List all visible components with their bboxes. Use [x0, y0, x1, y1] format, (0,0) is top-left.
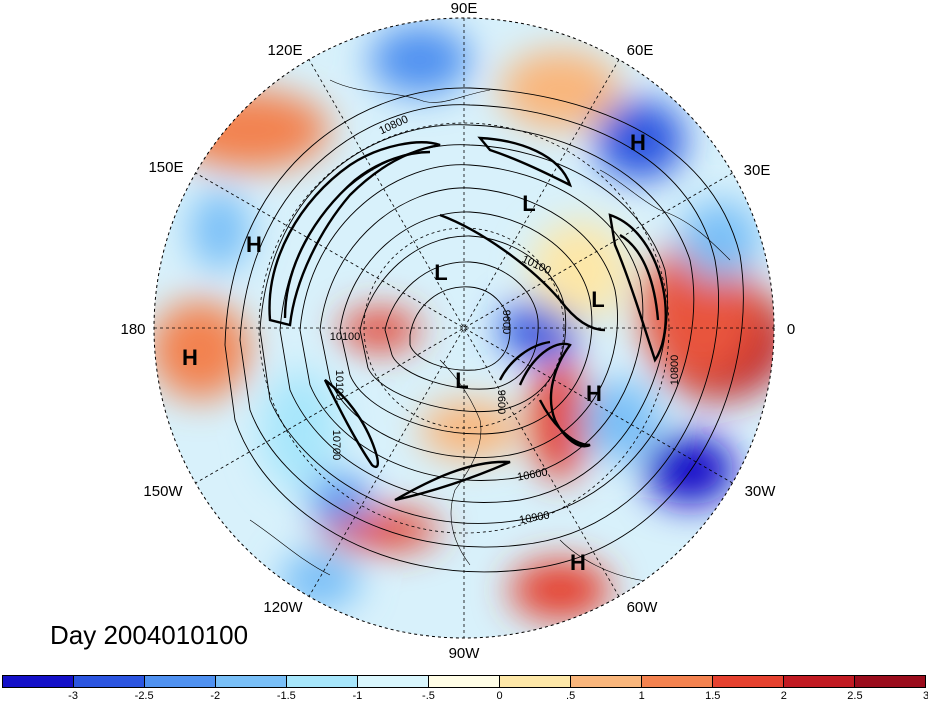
- colorbar-tick-label: 3: [922, 690, 928, 702]
- colorbar-tick-label: -2: [210, 690, 221, 702]
- high-center: H: [586, 381, 602, 406]
- lon-label-0: 0: [787, 321, 795, 338]
- colorbar-tick-label: 1.5: [705, 690, 721, 702]
- colorbar-segment: [713, 676, 784, 687]
- lon-label-150e: 150E: [148, 159, 183, 176]
- map-title: Day 2004010100: [50, 620, 249, 650]
- lon-label-150w: 150W: [143, 483, 183, 500]
- contour-label: 10600: [516, 466, 548, 483]
- colorbar-tick-label: -1: [352, 690, 363, 702]
- lon-label-180: 180: [120, 321, 145, 338]
- lon-label-120e: 120E: [267, 42, 302, 59]
- colorbar-segment: [500, 676, 571, 687]
- colorbar-segment: [358, 676, 429, 687]
- colorbar-segment: [571, 676, 642, 687]
- colorbar-tick-label: 1: [638, 690, 645, 702]
- colorbar-tick-label: -3: [68, 690, 78, 702]
- longitude-labels: 90E 60E 30E 0 30W 60W 90W 120W 150W 180 …: [120, 0, 795, 662]
- colorbar-labels: -3 -2.5 -2 -1.5 -1 -.5 0 .5 1 1.5 2 2.5 3: [2, 690, 928, 702]
- map-boundary: [153, 17, 775, 639]
- colorbar-segment: [74, 676, 145, 687]
- high-center: H: [182, 345, 198, 370]
- contour-label: 10700: [330, 430, 342, 461]
- graticule: [154, 18, 774, 638]
- lon-label-60w: 60W: [627, 599, 659, 616]
- contour-label: 9600: [495, 390, 507, 414]
- contour-label: 10100: [333, 370, 345, 401]
- lon-label-90e: 90E: [451, 0, 478, 17]
- colorbar-segment: [855, 676, 925, 687]
- high-center: H: [630, 130, 646, 155]
- colorbar-segment: [429, 676, 500, 687]
- colorbar-segment: [3, 676, 74, 687]
- colorbar-segment: [784, 676, 855, 687]
- lon-label-30w: 30W: [745, 483, 777, 500]
- lon-label-120w: 120W: [263, 599, 303, 616]
- low-center: L: [434, 260, 447, 285]
- jet-contours: [268, 136, 667, 502]
- low-center: L: [591, 287, 604, 312]
- low-center: L: [522, 191, 535, 216]
- high-center: H: [246, 232, 262, 257]
- colorbar-tick-label: 0: [496, 690, 503, 702]
- colorbar-tick-label: -2.5: [134, 690, 154, 702]
- colorbar-tick-label: .5: [566, 690, 576, 702]
- lon-label-60e: 60E: [627, 42, 654, 59]
- contour-label: 10800: [669, 355, 681, 386]
- colorbar-segment: [216, 676, 287, 687]
- colorbar-tick-label: -.5: [422, 690, 435, 702]
- contour-label: 9600: [500, 310, 512, 334]
- lon-label-90w: 90W: [449, 645, 481, 662]
- colorbar-segment: [642, 676, 713, 687]
- colorbar-tick-label: -1.5: [276, 690, 296, 702]
- contour-label: 10900: [518, 509, 550, 526]
- colorbar-tick-label: 2.5: [847, 690, 863, 702]
- colorbar: [2, 675, 926, 688]
- lon-label-30e: 30E: [744, 162, 771, 179]
- pressure-centers: H H H H H L L L L: [182, 130, 646, 575]
- low-center: L: [455, 368, 468, 393]
- colorbar-segment: [145, 676, 216, 687]
- colorbar-tick-label: 2: [780, 690, 787, 702]
- high-center: H: [570, 550, 586, 575]
- colorbar-segment: [287, 676, 358, 687]
- contour-label: 10100: [330, 331, 361, 343]
